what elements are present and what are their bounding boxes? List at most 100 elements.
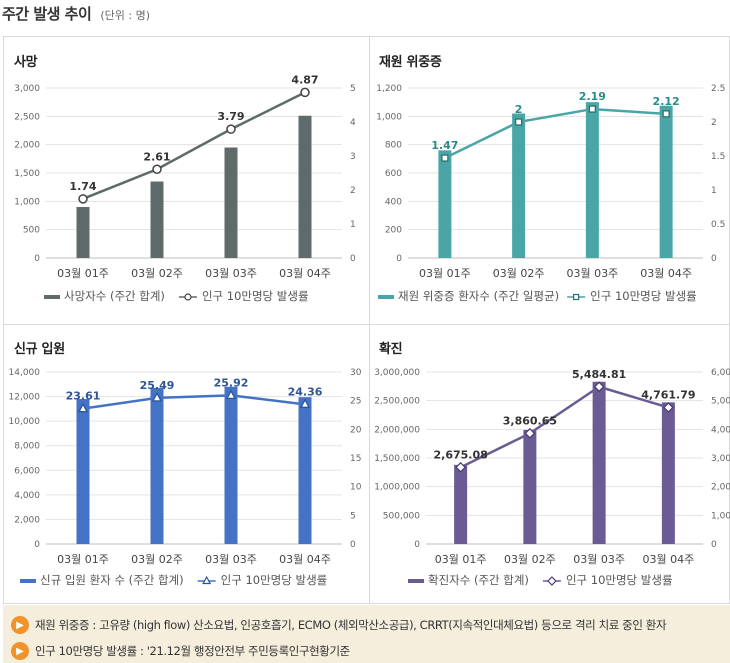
- data-label: 1.74: [69, 180, 96, 193]
- line-marker: [514, 118, 523, 126]
- unit-label: (단위 : 명): [100, 9, 150, 22]
- y-right-tick-label: 5: [350, 84, 356, 94]
- legend-swatch-bar: [408, 579, 424, 583]
- y-right-tick-label: 0: [350, 540, 356, 550]
- y-left-tick-label: 4,000: [14, 491, 40, 501]
- data-label: 25.92: [214, 376, 249, 389]
- x-tick-label: 03월 02주: [131, 267, 183, 280]
- y-left-tick-label: 2,000: [14, 515, 40, 525]
- bar: [454, 464, 468, 544]
- y-right-tick-label: 6,000: [711, 368, 730, 378]
- y-right-tick-label: 5: [350, 511, 356, 521]
- data-label: 3,860.65: [503, 414, 557, 427]
- x-tick-label: 03월 03주: [567, 267, 619, 280]
- y-right-tick-label: 3: [350, 152, 356, 162]
- y-left-tick-label: 500,000: [383, 511, 420, 521]
- bar: [592, 381, 606, 544]
- bar: [298, 397, 312, 544]
- x-tick-label: 03월 04주: [643, 553, 695, 566]
- y-right-tick-label: 0: [711, 254, 717, 264]
- bar: [76, 399, 90, 544]
- line-marker: [441, 154, 449, 162]
- data-label: 2: [515, 103, 523, 116]
- y-right-tick-label: 15: [350, 454, 361, 464]
- data-label: 24.36: [288, 385, 323, 398]
- legend-marker: [202, 575, 212, 585]
- y-left-tick-label: 2,500,000: [374, 397, 420, 407]
- notes-bar: ▶ 재원 위중증 : 고유량 (high flow) 산소요법, 인공호흡기, …: [3, 605, 730, 663]
- line-marker: [662, 110, 670, 118]
- y-right-tick-label: 25: [350, 397, 361, 407]
- data-label: 23.61: [66, 390, 101, 403]
- legend-marker: [573, 293, 580, 301]
- data-label: 2,675.08: [433, 448, 487, 461]
- chart-admission: 0 2,000 4,000 6,000 8,000 10,000 12,000 14,000 0…: [9, 368, 362, 587]
- y-right-tick-label: 1: [350, 220, 356, 230]
- data-label: 5,484.81: [572, 368, 626, 381]
- y-left-tick-label: 400: [385, 197, 402, 207]
- chart-severe: 0 200 400 600 800 1,000 1,200 0 0.5 1 1.5 2 2.5 03월 0…: [376, 84, 725, 303]
- line-marker: [225, 389, 237, 400]
- bar: [659, 105, 673, 258]
- series-line: [460, 385, 669, 469]
- y-left-tick-label: 1,000: [14, 197, 40, 207]
- note-item: ▶ 인구 10만명당 발생률 : '21.12월 행정안전부 주민등록인구현황기…: [11, 640, 350, 662]
- y-left-tick-label: 1,500: [14, 169, 40, 179]
- note-text: 재원 위중증 : 고유량 (high flow) 산소요법, 인공호흡기, EC…: [35, 618, 667, 632]
- y-left-tick-label: 1,500,000: [374, 454, 420, 464]
- legend-label: 재원 위중증 환자수 (주간 일평균): [398, 289, 559, 303]
- line-marker: [152, 164, 162, 175]
- legend-marker: [184, 293, 192, 301]
- y-left-tick-label: 1,000,000: [374, 483, 420, 493]
- y-left-tick-label: 14,000: [9, 368, 41, 378]
- line-marker: [524, 427, 536, 439]
- x-tick-label: 03월 04주: [279, 267, 331, 280]
- y-right-tick-label: 3,000: [711, 454, 730, 464]
- legend-label: 신규 입원 환자 수 (주간 합계): [40, 573, 184, 587]
- y-right-tick-label: 30: [350, 368, 362, 378]
- x-tick-label: 03월 02주: [131, 553, 183, 566]
- line-marker: [300, 87, 310, 98]
- y-left-tick-label: 600: [385, 169, 402, 179]
- line-marker: [78, 194, 88, 204]
- line-marker: [151, 391, 163, 402]
- y-left-tick-label: 2,500: [14, 112, 40, 122]
- line-marker: [593, 381, 605, 393]
- y-left-tick-label: 0: [34, 254, 40, 264]
- x-tick-label: 03월 04주: [279, 553, 331, 566]
- grid-divider-horizontal: [4, 324, 730, 325]
- grid-divider-vertical: [369, 37, 370, 604]
- y-right-tick-label: 1,000: [711, 511, 730, 521]
- chart-confirmed: 0 500,000 1,000,000 1,500,000 2,000,000 2,500…: [374, 368, 730, 587]
- data-label: 4.87: [291, 73, 318, 86]
- y-right-tick-label: 0: [711, 540, 717, 550]
- y-left-tick-label: 800: [385, 141, 402, 151]
- speaker-icon: ▶: [11, 642, 29, 660]
- y-left-tick-label: 0: [396, 254, 402, 264]
- series-line: [82, 394, 306, 410]
- y-left-tick-label: 10,000: [9, 417, 41, 427]
- y-right-tick-label: 2: [711, 118, 717, 128]
- y-right-tick-label: 4: [350, 118, 356, 128]
- note-item: ▶ 재원 위중증 : 고유량 (high flow) 산소요법, 인공호흡기, …: [11, 614, 667, 636]
- x-tick-label: 03월 03주: [573, 553, 625, 566]
- legend-label: 인구 10만명당 발생률: [566, 573, 673, 587]
- series-line: [444, 107, 667, 160]
- chart-panel-deaths: 사망 0 500 1,000 1,500 2,000 2,500 3,000 0 1 2 3 4 5 03…: [4, 37, 369, 324]
- legend-swatch-bar: [20, 579, 36, 583]
- bar: [585, 102, 599, 259]
- chart-panel-confirmed: 확진 0 500,000 1,000,000 1,500,000 2,000,000 2,…: [370, 325, 730, 604]
- data-label: 1.47: [431, 139, 458, 152]
- y-left-tick-label: 0: [414, 540, 420, 550]
- x-tick-label: 03월 01주: [57, 267, 109, 280]
- legend-label: 사망자수 (주간 합계): [64, 289, 165, 303]
- y-left-tick-label: 8,000: [14, 442, 40, 452]
- note-text: 인구 10만명당 발생률 : '21.12월 행정안전부 주민등록인구현황기준: [35, 644, 350, 658]
- chart-panel-severe: 재원 위중증 0 200 400 600 800 1,000 1,200 0 0.5 1 1.5 2 2…: [370, 37, 730, 324]
- bar: [150, 387, 164, 544]
- y-right-tick-label: 10: [350, 483, 362, 493]
- data-label: 2.61: [143, 150, 170, 163]
- data-label: 4,761.79: [641, 388, 695, 401]
- x-tick-label: 03월 01주: [57, 553, 109, 566]
- line-marker: [77, 402, 89, 413]
